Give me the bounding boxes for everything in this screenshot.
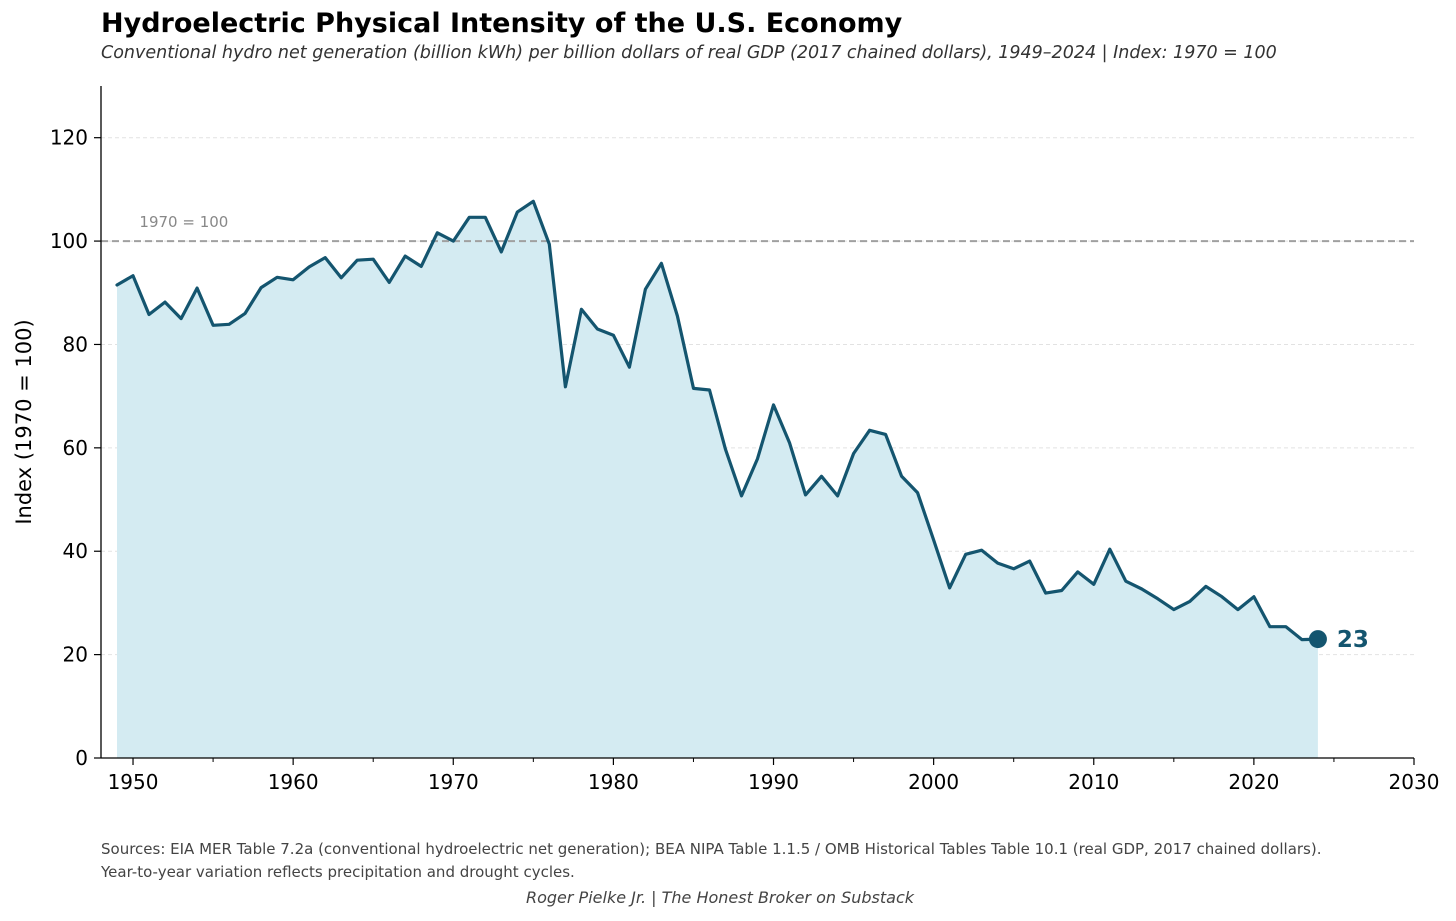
x-tick-label-1960: 1960: [268, 770, 319, 794]
x-tick-label-1970: 1970: [428, 770, 479, 794]
series-line: [115, 199, 1320, 642]
y-tick-label-0: 0: [75, 746, 88, 770]
end-point-marker: [1308, 630, 1327, 649]
y-tick-label-100: 100: [50, 229, 88, 253]
x-tick-label-2020: 2020: [1228, 770, 1279, 794]
x-tick-label-2010: 2010: [1068, 770, 1119, 794]
y-tick-label-60: 60: [63, 436, 88, 460]
y-tick-label-20: 20: [63, 643, 88, 667]
chart-subtitle: Conventional hydro net generation (billi…: [101, 43, 1277, 63]
author-credit: Roger Pielke Jr. | The Honest Broker on …: [525, 888, 915, 907]
y-axis-label: Index (1970 = 100): [12, 319, 36, 524]
reference-line-label: 1970 = 100: [139, 213, 228, 231]
series-area-fill: [117, 201, 1318, 759]
y-tick-label-120: 120: [50, 126, 88, 150]
y-tick-label-40: 40: [63, 539, 88, 563]
x-tick-label-2030: 2030: [1389, 770, 1440, 794]
x-tick-label-1950: 1950: [108, 770, 159, 794]
sources-line-1: Sources: EIA MER Table 7.2a (conventiona…: [101, 840, 1322, 858]
y-tick-label-80: 80: [63, 332, 88, 356]
chart-title: Hydroelectric Physical Intensity of the …: [101, 8, 903, 39]
end-value-label: 23: [1337, 627, 1369, 653]
sources-line-2: Year-to-year variation reflects precipit…: [101, 863, 575, 881]
x-tick-label-1980: 1980: [588, 770, 639, 794]
x-tick-label-2000: 2000: [908, 770, 959, 794]
x-tick-label-1990: 1990: [748, 770, 799, 794]
sources-note: Sources: EIA MER Table 7.2a (conventiona…: [101, 838, 1322, 884]
